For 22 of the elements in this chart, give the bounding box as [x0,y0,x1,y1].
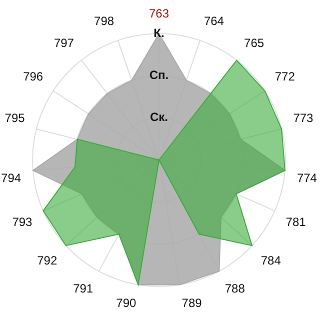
spoke-label: 790 [116,296,137,310]
y-tick-label: Ск. [150,110,168,124]
y-tick-label: Сп. [149,68,169,82]
spoke-label: 772 [274,69,296,84]
spoke-label: 765 [244,36,264,50]
spoke-label: 774 [296,170,318,185]
spoke-label: 784 [260,253,282,268]
y-tick-label: К. [154,26,164,40]
spoke-label: 773 [293,111,314,126]
spoke-label: 763 [148,6,170,21]
spoke-label: 795 [4,111,26,126]
spoke-label: 797 [54,36,74,50]
spoke-label: 794 [1,170,22,185]
spoke-label: 792 [37,253,58,268]
spoke-label: 764 [204,14,224,28]
spoke-label: 798 [94,14,114,28]
spoke-label: 791 [73,281,94,296]
spoke-label: 781 [286,215,306,230]
spoke-label: 788 [224,281,246,296]
spoke-label: 789 [182,296,202,310]
spoke-label: 796 [23,69,44,84]
spoke-label: 793 [12,215,33,230]
